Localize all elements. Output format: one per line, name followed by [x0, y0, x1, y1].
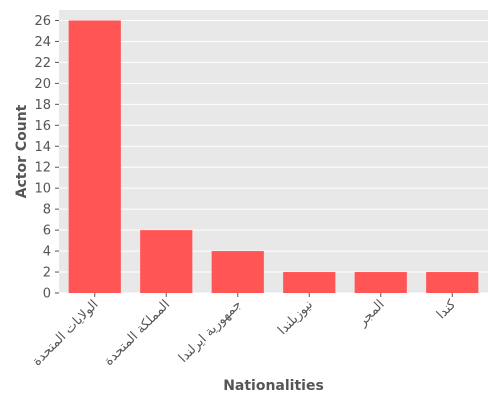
- y-tick-label: 16: [34, 119, 51, 134]
- x-axis-title: Nationalities: [223, 378, 324, 394]
- y-tick-label: 18: [34, 98, 51, 113]
- y-tick-label: 14: [34, 140, 51, 155]
- bar: [68, 20, 121, 294]
- y-tick-label: 0: [43, 287, 51, 302]
- bar: [354, 272, 407, 293]
- bar: [283, 272, 336, 293]
- x-tick-label: كندا: [434, 297, 460, 323]
- y-axis-title: Actor Count: [14, 104, 30, 198]
- bars: [68, 20, 479, 294]
- y-tick-label: 8: [43, 203, 51, 218]
- y-tick-label: 20: [34, 77, 51, 92]
- y-tick-label: 24: [34, 35, 51, 50]
- x-axis-ticks: الولايات المتحدة المملكة المتحدة جمهورية ا…: [30, 293, 460, 369]
- x-tick-label: الولايات المتحدة: [30, 297, 102, 369]
- x-tick-label: جمهورية ايرلندا: [176, 297, 245, 366]
- y-tick-label: 26: [34, 14, 51, 29]
- x-tick-label: نيوزيلندا: [275, 297, 316, 338]
- y-tick-label: 10: [34, 182, 51, 197]
- y-tick-label: 12: [34, 161, 51, 176]
- bar: [140, 230, 193, 293]
- x-tick-label: المملكة المتحدة: [101, 297, 173, 369]
- y-tick-label: 22: [34, 56, 51, 71]
- gridlines: [59, 19, 488, 294]
- bar: [426, 272, 479, 293]
- y-tick-label: 2: [43, 266, 51, 281]
- plot-area: [59, 10, 488, 293]
- y-tick-label: 4: [43, 245, 51, 260]
- y-tick-label: 6: [43, 224, 51, 239]
- x-tick-label: المجر: [355, 297, 388, 330]
- bar: [211, 251, 264, 293]
